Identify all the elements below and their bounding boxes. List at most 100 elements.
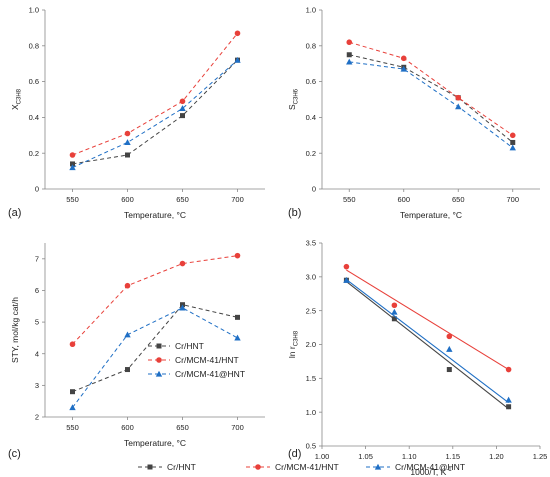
x-tick-label: 550 bbox=[343, 195, 356, 204]
data-point bbox=[69, 341, 76, 348]
y-tick-label: 0.8 bbox=[306, 41, 316, 50]
x-tick-label: 1.05 bbox=[358, 452, 373, 461]
y-tick-label: 1.0 bbox=[306, 6, 316, 15]
data-point bbox=[505, 396, 512, 403]
data-point bbox=[343, 276, 350, 283]
y-axis-label-subscript: C3H6 bbox=[294, 88, 300, 104]
panel-label: (a) bbox=[8, 207, 21, 219]
x-tick-label: 700 bbox=[506, 195, 519, 204]
data-point bbox=[234, 56, 241, 63]
legend-marker bbox=[155, 370, 163, 377]
y-tick-label: 0 bbox=[312, 185, 316, 194]
legend-label: Cr/HNT bbox=[167, 462, 196, 472]
data-point bbox=[510, 139, 516, 145]
data-point bbox=[69, 404, 76, 411]
series-line bbox=[72, 304, 238, 393]
x-tick-label: 1.00 bbox=[315, 452, 330, 461]
legend-marker bbox=[156, 357, 162, 363]
data-point bbox=[235, 314, 240, 320]
y-tick-label: 0.2 bbox=[29, 149, 39, 158]
data-point bbox=[125, 152, 130, 158]
y-tick-label: 1.5 bbox=[306, 374, 316, 383]
y-axis-label: ln rC3H8 bbox=[287, 330, 300, 358]
y-tick-label: 3 bbox=[35, 381, 39, 390]
data-point bbox=[125, 367, 130, 373]
y-tick-label: 2 bbox=[35, 413, 39, 422]
series-line bbox=[72, 59, 238, 168]
y-tick-label: 0.5 bbox=[306, 442, 316, 451]
x-axis-label-superscript: -1 bbox=[446, 467, 452, 473]
series-cr-mcm-41-hnt bbox=[69, 30, 241, 158]
data-point bbox=[455, 103, 462, 110]
legend-label: Cr/MCM-41@HNT bbox=[175, 369, 245, 379]
data-point bbox=[179, 304, 186, 311]
data-point bbox=[509, 132, 516, 139]
x-tick-label: 1.15 bbox=[445, 452, 460, 461]
panel-b: 0 0.2 0.4 0.6 0.8 1.0 550 600 650 700 Temperature,… bbox=[287, 6, 540, 220]
fit-line bbox=[346, 269, 509, 371]
y-tick-label: 0.2 bbox=[306, 149, 316, 158]
series-cr-hnt bbox=[70, 302, 240, 395]
data-point bbox=[124, 139, 131, 146]
x-axis-label: 1000/T, K-1 bbox=[410, 467, 452, 477]
series-line bbox=[72, 255, 238, 345]
y-axis-label-text: X bbox=[10, 104, 20, 110]
y-tick-label: 0.6 bbox=[306, 77, 316, 86]
y-axis-label-text: ln r bbox=[287, 346, 297, 358]
x-tick-label: 1.20 bbox=[489, 452, 504, 461]
x-axis-label: Temperature, °C bbox=[400, 210, 462, 220]
data-point bbox=[346, 58, 353, 65]
data-point bbox=[69, 152, 76, 158]
data-point bbox=[179, 98, 186, 105]
panel-label: (b) bbox=[288, 207, 301, 219]
y-axis-label-subscript: C3H8 bbox=[17, 88, 23, 104]
data-point bbox=[234, 334, 241, 341]
data-point bbox=[391, 316, 397, 322]
data-point bbox=[69, 164, 76, 171]
x-tick-label: 700 bbox=[231, 423, 244, 432]
x-tick-label: 700 bbox=[231, 195, 244, 204]
x-tick-label: 600 bbox=[121, 195, 134, 204]
series-cr-mcm-41-hnt bbox=[343, 263, 512, 373]
y-tick-label: 2.0 bbox=[306, 340, 316, 349]
x-tick-label: 1.25 bbox=[533, 452, 548, 461]
x-axis-label-text: 1000/T, K bbox=[410, 467, 446, 477]
series-line bbox=[72, 59, 238, 165]
data-point bbox=[234, 30, 241, 37]
series-cr-mcm-41-hnt bbox=[343, 276, 512, 404]
data-point bbox=[455, 94, 462, 101]
y-tick-label: 0.6 bbox=[29, 77, 39, 86]
panel-label: (d) bbox=[288, 448, 301, 460]
series-cr-mcm-41-hnt bbox=[69, 252, 241, 348]
legend-label: Cr/MCM-41/HNT bbox=[175, 355, 239, 365]
fit-line bbox=[346, 281, 509, 410]
y-tick-label: 3.0 bbox=[306, 272, 316, 281]
data-point bbox=[180, 113, 185, 119]
data-point bbox=[505, 366, 512, 373]
y-tick-label: 2.5 bbox=[306, 306, 316, 315]
y-tick-label: 5 bbox=[35, 318, 39, 327]
series-line bbox=[349, 41, 514, 136]
legend-marker bbox=[374, 463, 382, 470]
x-tick-label: 550 bbox=[66, 195, 79, 204]
data-point bbox=[446, 333, 453, 340]
x-tick-label: 550 bbox=[66, 423, 79, 432]
y-axis-label: XC3H8 bbox=[10, 88, 23, 110]
y-tick-label: 4 bbox=[35, 349, 39, 358]
series-cr-hnt bbox=[70, 57, 240, 167]
fit-line bbox=[346, 279, 509, 404]
series-line bbox=[349, 61, 514, 149]
legend-marker bbox=[147, 464, 153, 470]
data-point bbox=[509, 144, 516, 151]
x-tick-label: 650 bbox=[176, 423, 189, 432]
bottom-legend: Cr/HNT Cr/MCM-41/HNT Cr/MCM-41@HNT bbox=[138, 462, 465, 472]
data-point bbox=[506, 404, 512, 410]
series-line bbox=[349, 54, 514, 143]
x-tick-label: 600 bbox=[397, 195, 410, 204]
y-tick-label: 6 bbox=[35, 286, 39, 295]
data-point bbox=[400, 65, 407, 72]
panel-d: 0.5 1.0 1.5 2.0 2.5 3.0 3.5 1.00 1.05 1.10 1.15 1.2… bbox=[287, 239, 547, 477]
panel-c: 2 3 4 5 6 7 550 600 650 700 Temperature, °C STY, mo… bbox=[10, 243, 265, 448]
legend-label: Cr/HNT bbox=[175, 341, 204, 351]
